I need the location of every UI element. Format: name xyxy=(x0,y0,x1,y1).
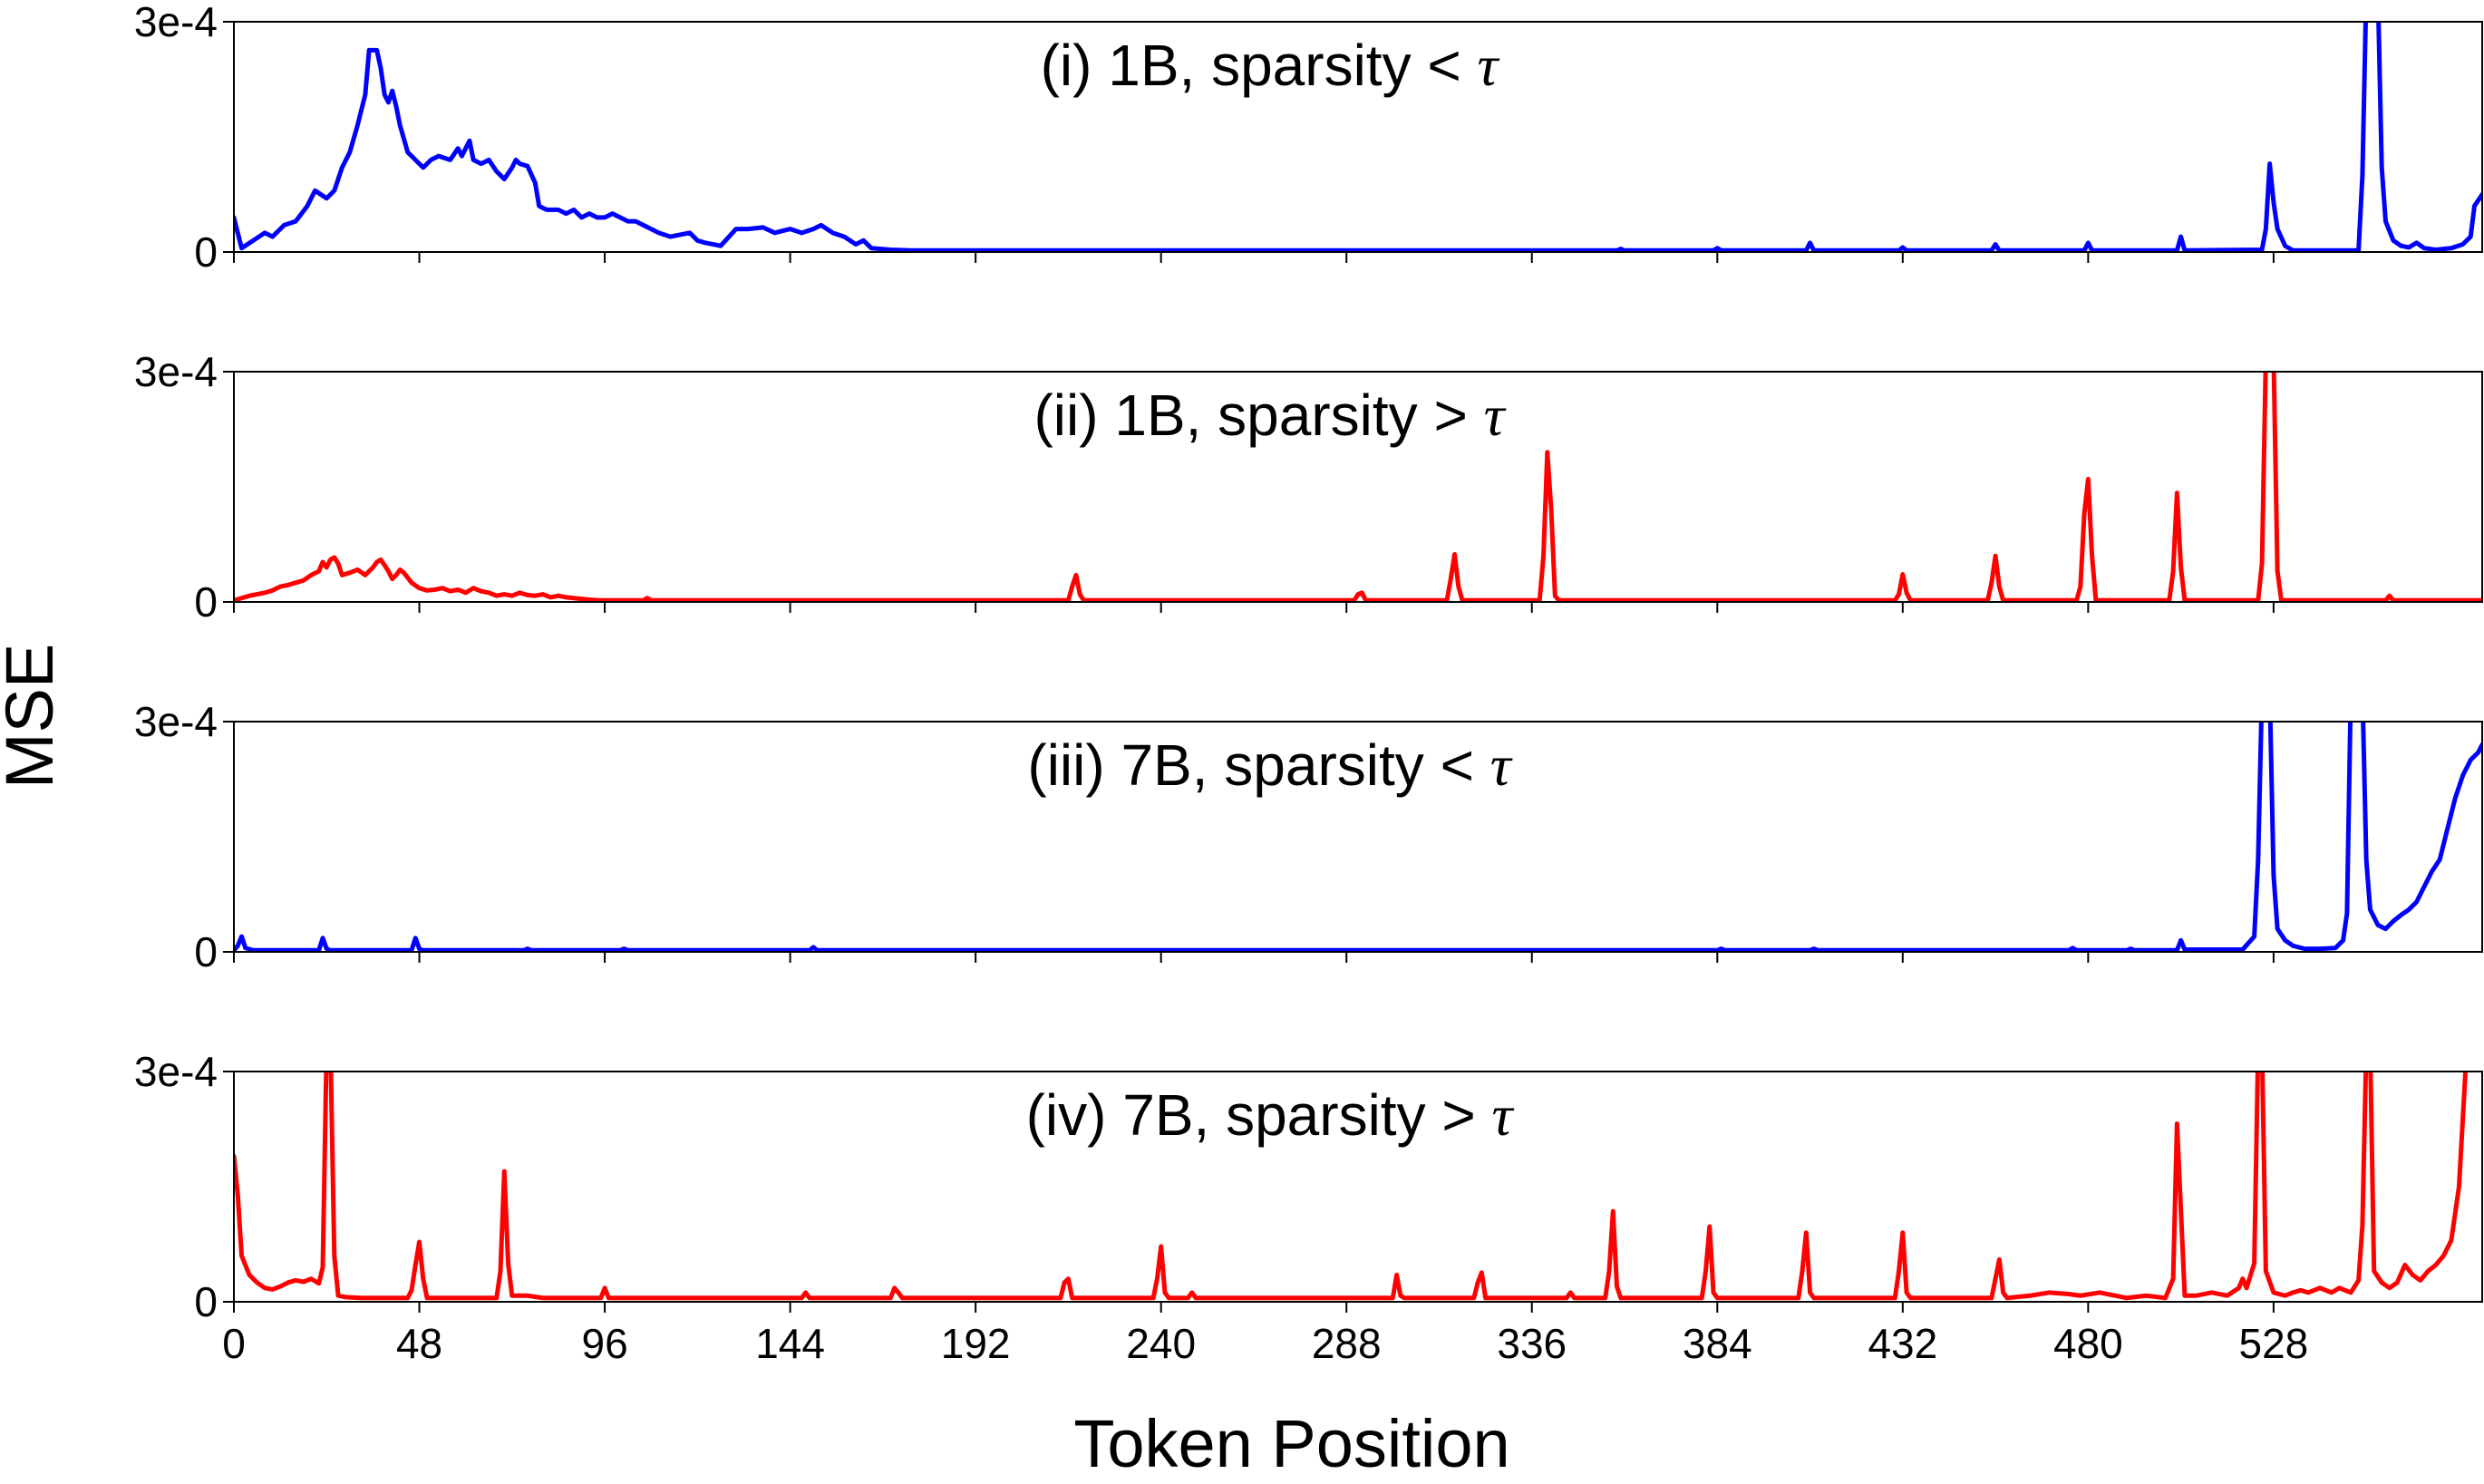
tau-symbol: τ xyxy=(1478,34,1500,98)
y-tick-label: 3e-4 xyxy=(134,0,218,45)
panel-3: 0 3e-4 (iii) 7B, sparsity < τ xyxy=(134,698,2483,975)
panel-title: (ii) 1B, sparsity > τ xyxy=(1033,383,1506,448)
tau-symbol: τ xyxy=(1484,383,1507,448)
x-axis-label: Token Position xyxy=(1073,1406,1509,1479)
plot-frame xyxy=(233,371,2483,603)
panel-title: (i) 1B, sparsity < τ xyxy=(1041,33,1500,98)
panel-title: (iii) 7B, sparsity < τ xyxy=(1027,732,1512,798)
x-tick-label: 528 xyxy=(2239,1320,2309,1367)
y-tick-label: 3e-4 xyxy=(134,1048,218,1095)
panel-title-text: (ii) 1B, sparsity > xyxy=(1033,383,1483,448)
panel-title-text: (iv) 7B, sparsity > xyxy=(1026,1082,1492,1148)
plot-frame xyxy=(233,21,2483,253)
x-tick-label: 288 xyxy=(1312,1320,1382,1367)
series-line-1 xyxy=(234,22,2482,252)
x-tick-label: 48 xyxy=(396,1320,442,1367)
series-line-3 xyxy=(234,722,2482,952)
panel-4: 0 3e-4 (iv) 7B, sparsity > τ xyxy=(134,1048,2483,1325)
y-axis-label: MSE xyxy=(0,644,67,789)
x-tick-label: 96 xyxy=(581,1320,627,1367)
y-tick-label: 0 xyxy=(194,578,218,626)
tau-symbol: τ xyxy=(1490,733,1513,798)
y-tick-label: 0 xyxy=(194,228,218,276)
x-tick-label: 240 xyxy=(1126,1320,1196,1367)
panel-title-text: (iii) 7B, sparsity < xyxy=(1027,732,1489,798)
x-tick-label: 336 xyxy=(1497,1320,1567,1367)
plot-frame xyxy=(233,1071,2483,1303)
series-line-4 xyxy=(234,1072,2469,1301)
x-tick-label: 432 xyxy=(1868,1320,1937,1367)
plot-frame xyxy=(233,721,2483,953)
tau-symbol: τ xyxy=(1492,1083,1515,1148)
panels-layer: 0 3e-4 (i) 1B, sparsity < τ 0 3e-4 (ii) 1B, s… xyxy=(134,0,2483,1367)
panel-2: 0 3e-4 (ii) 1B, sparsity > τ xyxy=(134,348,2483,626)
y-tick-label: 0 xyxy=(194,1278,218,1325)
panel-1: 0 3e-4 (i) 1B, sparsity < τ xyxy=(134,0,2483,276)
y-tick-label: 3e-4 xyxy=(134,698,218,745)
x-tick-label: 144 xyxy=(755,1320,825,1367)
y-tick-label: 0 xyxy=(194,928,218,975)
x-tick-label: 0 xyxy=(222,1320,246,1367)
x-tick-label: 384 xyxy=(1683,1320,1752,1367)
x-tick-label: 480 xyxy=(2053,1320,2123,1367)
series-line-2 xyxy=(234,372,2482,602)
x-tick-label: 192 xyxy=(941,1320,1011,1367)
y-tick-label: 3e-4 xyxy=(134,348,218,395)
panel-title: (iv) 7B, sparsity > τ xyxy=(1026,1082,1515,1148)
panel-title-text: (i) 1B, sparsity < xyxy=(1041,33,1478,98)
